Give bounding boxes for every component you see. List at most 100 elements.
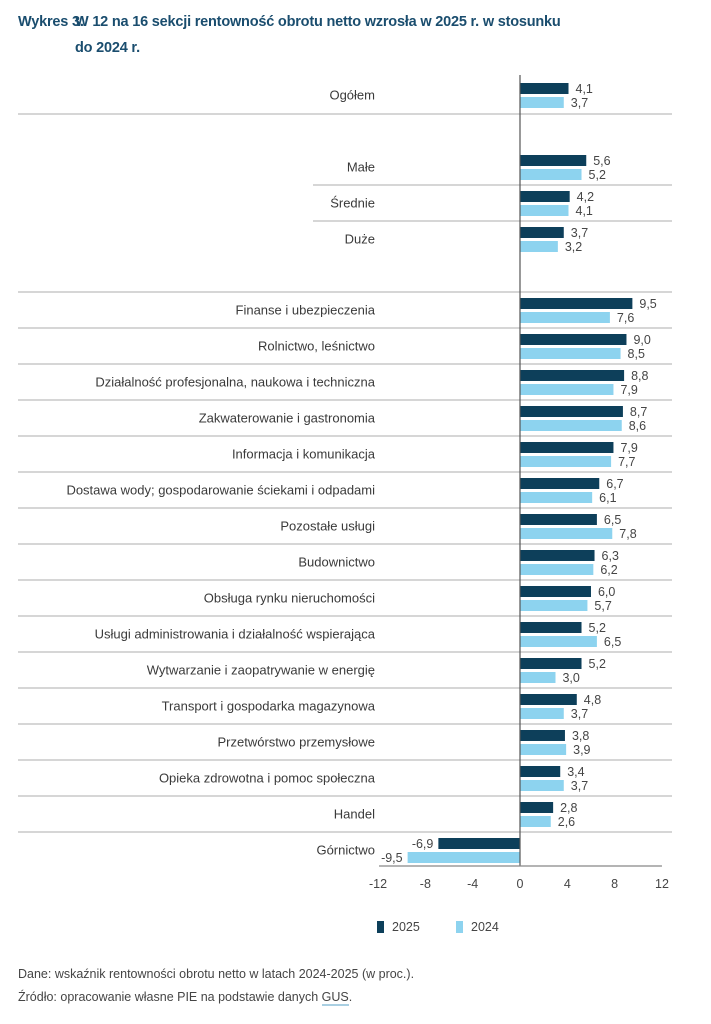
- x-tick-label: 12: [655, 877, 669, 891]
- x-tick-label: -4: [467, 877, 478, 891]
- category-label: Informacja i komunikacja: [232, 447, 376, 462]
- figure-notes: Dane: wskaźnik rentowności obrotu netto …: [18, 963, 414, 1009]
- x-tick-label: 0: [517, 877, 524, 891]
- category-label: Usługi administrowania i działalność wsp…: [95, 627, 376, 642]
- value-labels: 4,13,75,65,24,24,13,73,29,57,69,08,58,87…: [381, 82, 657, 865]
- bar-2024: [520, 205, 569, 216]
- value-label-2024: 8,5: [628, 347, 645, 361]
- value-label-2025: -6,9: [412, 837, 434, 851]
- source-suffix: .: [348, 990, 353, 1004]
- bar-2024: [520, 600, 588, 611]
- bar-2024: [520, 456, 612, 467]
- value-label-2025: 4,1: [576, 82, 593, 96]
- bar-2025: [520, 334, 627, 345]
- value-label-2025: 8,7: [630, 405, 647, 419]
- category-label: Finanse i ubezpieczenia: [236, 303, 376, 318]
- value-label-2025: 9,5: [639, 297, 656, 311]
- bar-2025: [520, 694, 577, 705]
- value-label-2024: -9,5: [381, 851, 403, 865]
- legend: 2025 2024: [377, 920, 499, 934]
- value-label-2024: 2,6: [558, 815, 575, 829]
- bar-2025: [520, 478, 600, 489]
- bar-2025: [520, 622, 582, 633]
- x-tick-label: -12: [369, 877, 387, 891]
- category-label: Rolnictwo, leśnictwo: [258, 339, 375, 354]
- value-label-2025: 3,8: [572, 729, 589, 743]
- bar-2025: [520, 191, 570, 202]
- value-label-2025: 8,8: [631, 369, 648, 383]
- value-label-2024: 3,2: [565, 240, 582, 254]
- bar-2024: [520, 420, 622, 431]
- bar-2025: [520, 442, 614, 453]
- value-label-2025: 4,2: [577, 190, 594, 204]
- bar-2025: [520, 514, 597, 525]
- value-label-2025: 5,2: [589, 621, 606, 635]
- bar-2025: [520, 586, 591, 597]
- value-label-2024: 3,9: [573, 743, 590, 757]
- category-label: Opieka zdrowotna i pomoc społeczna: [159, 771, 376, 786]
- value-label-2025: 6,0: [598, 585, 615, 599]
- figure-title-line: W 12 na 16 sekcji rentowność obrotu nett…: [75, 14, 561, 30]
- bar-2024: [520, 564, 594, 575]
- category-label: Zakwaterowanie i gastronomia: [199, 411, 376, 426]
- figure-number: Wykres 3.: [18, 14, 84, 30]
- bar-2025: [520, 83, 569, 94]
- category-label: Działalność profesjonalna, naukowa i tec…: [95, 375, 375, 390]
- category-label: Wytwarzanie i zaopatrywanie w energię: [147, 663, 375, 678]
- bar-2024: [520, 636, 597, 647]
- bar-2025: [520, 802, 554, 813]
- x-tick-label: -8: [420, 877, 431, 891]
- value-label-2025: 2,8: [560, 801, 577, 815]
- value-label-2024: 3,7: [571, 707, 588, 721]
- bar-2024: [520, 492, 593, 503]
- bar-2024: [520, 672, 556, 683]
- value-label-2025: 6,3: [602, 549, 619, 563]
- value-label-2024: 7,8: [619, 527, 636, 541]
- value-label-2025: 6,5: [604, 513, 621, 527]
- legend-label-2025: 2025: [392, 920, 420, 934]
- category-label: Pozostałe usługi: [280, 519, 375, 534]
- source-prefix: Źródło: opracowanie własne PIE na podsta…: [18, 990, 322, 1004]
- value-label-2024: 6,1: [599, 491, 616, 505]
- legend-swatch-2024: [456, 921, 463, 933]
- category-labels: Ogółem Małe Średnie Duże Finanse i ubezpiecz…: [66, 88, 375, 858]
- bar-2025: [520, 370, 625, 381]
- bar-2025: [520, 298, 633, 309]
- bar-2025: [520, 766, 561, 777]
- bar-2024: [407, 852, 520, 863]
- bar-2025: [520, 730, 565, 741]
- category-label: Średnie: [330, 196, 375, 211]
- category-label: Obsługa rynku nieruchomości: [204, 591, 375, 606]
- category-label: Przetwórstwo przemysłowe: [218, 735, 376, 750]
- bar-2025: [438, 838, 520, 849]
- bar-2024: [520, 97, 564, 108]
- row-separators: [18, 113, 672, 833]
- value-label-2025: 3,7: [571, 226, 588, 240]
- value-label-2024: 6,5: [604, 635, 621, 649]
- value-label-2024: 3,7: [571, 779, 588, 793]
- bar-2024: [520, 348, 621, 359]
- figure-title-line: do 2024 r.: [75, 40, 140, 56]
- gus-link[interactable]: GUS: [321, 990, 349, 1006]
- x-tick-label: 8: [611, 877, 618, 891]
- value-label-2024: 7,6: [617, 311, 634, 325]
- bar-2025: [520, 406, 623, 417]
- value-label-2025: 6,7: [606, 477, 623, 491]
- value-label-2024: 7,7: [618, 455, 635, 469]
- bar-2024: [520, 708, 564, 719]
- bar-2025: [520, 155, 587, 166]
- category-label: Transport i gospodarka magazynowa: [162, 699, 376, 714]
- category-label: Duże: [345, 232, 375, 247]
- category-label: Małe: [347, 160, 375, 175]
- value-label-2025: 5,2: [589, 657, 606, 671]
- value-label-2024: 8,6: [629, 419, 646, 433]
- value-label-2024: 7,9: [620, 383, 637, 397]
- bar-2025: [520, 658, 582, 669]
- value-label-2024: 6,2: [600, 563, 617, 577]
- bar-2024: [520, 169, 582, 180]
- value-label-2024: 3,0: [562, 671, 579, 685]
- figure-title: W 12 na 16 sekcji rentowność obrotu nett…: [75, 9, 561, 61]
- value-label-2025: 7,9: [620, 441, 637, 455]
- category-label: Handel: [334, 807, 375, 822]
